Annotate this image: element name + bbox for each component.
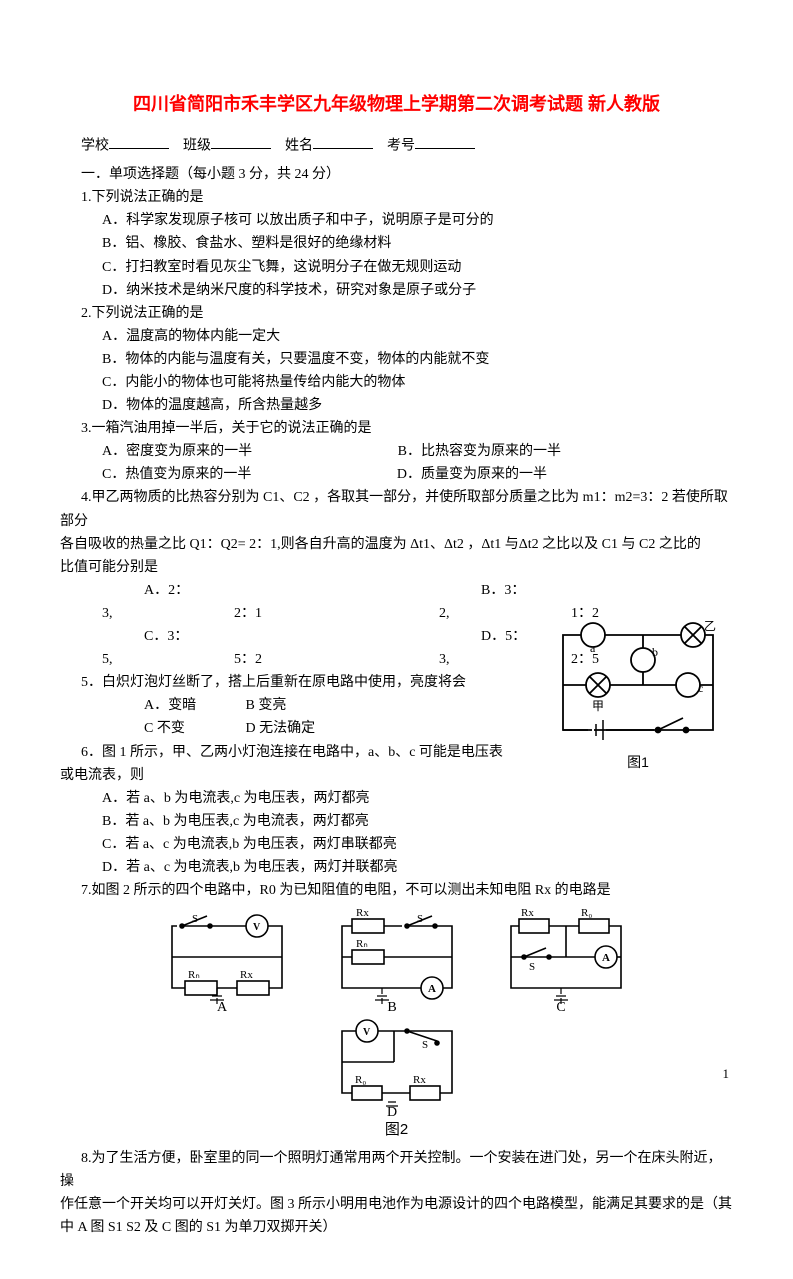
fig2d-s-label: S [422, 1039, 428, 1051]
fig2c-rx-label: Rx [521, 908, 534, 919]
q8-line2: 作任意一个开关均可以开灯关灯。图 3 所示小明用电池作为电源设计的四个电路模型，… [60, 1193, 733, 1216]
q6-stem-line1: 6．图 1 所示，甲、乙两小灯泡连接在电路中，a、b、c 可能是电压表 [60, 741, 533, 764]
figure-2-panel-c: Rx R₀ S A C [491, 908, 641, 1013]
fig2a-s-label: S [192, 913, 198, 925]
q4-opt-a: A．2：3, [102, 579, 192, 625]
fig1-b-label: b [652, 645, 658, 659]
fig2a-letter: A [217, 1000, 228, 1013]
class-label: 班级 [183, 138, 211, 153]
q8-line1: 8.为了生活方便，卧室里的同一个照明灯通常用两个开关控制。一个安装在进门处，另一… [60, 1147, 733, 1193]
q3-opt-c: C．热值变为原来的一半 [102, 467, 251, 482]
fig2c-letter: C [556, 1000, 565, 1013]
q2-opt-b: B．物体的内能与温度有关，只要温度不变，物体的内能就不变 [60, 348, 733, 371]
q1-stem: 1.下列说法正确的是 [60, 186, 733, 209]
q4-row1: A．2：3,2：1 B．3：2,1：2 [60, 579, 733, 625]
fig2a-rn-label: Rₙ [188, 969, 200, 981]
q1-opt-b: B．铝、橡胶、食盐水、塑料是很好的绝缘材料 [60, 232, 733, 255]
q6-opt-b: B．若 a、b 为电压表,c 为电流表，两灯都亮 [60, 810, 533, 833]
page-number: 1 [723, 1066, 730, 1082]
fig2b-rx-label: Rx [356, 908, 369, 919]
q7-stem: 7.如图 2 所示的四个电路中，R0 为已知阻值的电阻，不可以测出未知电阻 Rx… [60, 879, 733, 902]
figure-1-svg: a b c 甲 乙 [548, 620, 728, 745]
fig2b-a-label: A [428, 983, 436, 995]
q3-row1: A．密度变为原来的一半 B．比热容变为原来的一半 [60, 440, 733, 463]
name-label: 姓名 [285, 138, 313, 153]
fig1-yi-label: 乙 [704, 620, 716, 633]
q4-stem-line2: 各自吸收的热量之比 Q1：Q2= 2：1,则各自升高的温度为 Δt1、Δt2 ，… [60, 533, 733, 556]
q5-opt-c: C 不变 [102, 717, 242, 740]
q4-opt-c: C．3：5, [102, 625, 192, 671]
q3-opt-d: D．质量变为原来的一半 [355, 463, 547, 486]
fig2d-rx-label: Rx [413, 1074, 426, 1086]
q6-opt-d: D．若 a、c 为电流表,b 为电压表，两灯并联都亮 [60, 856, 533, 879]
q5-opt-a: A．变暗 [102, 694, 242, 717]
q2-stem: 2.下列说法正确的是 [60, 302, 733, 325]
q8-line3: 中 A 图 S1 S2 及 C 图的 S1 为单刀双掷开关） [60, 1216, 733, 1239]
fig2d-r0-label: R₀ [355, 1074, 366, 1086]
q4-opt-c2: 5：2 [192, 648, 272, 671]
q1-opt-c: C．打扫教室时看见灰尘飞舞，这说明分子在做无规则运动 [60, 256, 733, 279]
q1-opt-d: D．纳米技术是纳米尺度的科学技术，研究对象是原子或分子 [60, 279, 733, 302]
fig2b-rn-label: Rₙ [356, 938, 368, 950]
class-blank[interactable] [211, 134, 271, 149]
figure-1-caption: 图1 [548, 752, 728, 772]
fig1-a-label: a [590, 641, 596, 655]
q6-opt-a: A．若 a、b 为电流表,c 为电压表，两灯都亮 [60, 787, 533, 810]
fig2c-r0-label: R₀ [581, 908, 592, 919]
q5-opt-d: D 无法确定 [246, 721, 316, 736]
q2-opt-c: C．内能小的物体也可能将热量传给内能大的物体 [60, 371, 733, 394]
fig2c-a-label: A [602, 952, 610, 964]
q4-stem-line1: 4.甲乙两物质的比热容分别为 C1、C2 ，各取其一部分，并使所取部分质量之比为… [60, 486, 733, 532]
q2-opt-d: D．物体的温度越高，所含热量越多 [60, 394, 733, 417]
figure-2-panel-b: Rx S Rₙ A B [322, 908, 472, 1013]
figure-2-panel-a: S V Rₙ Rx A [152, 908, 302, 1013]
school-blank[interactable] [109, 134, 169, 149]
q3-row2: C．热值变为原来的一半 D．质量变为原来的一半 [60, 463, 733, 486]
q6-opt-c: C．若 a、c 为电流表,b 为电压表，两灯串联都亮 [60, 833, 533, 856]
q4-stem-line3: 比值可能分别是 [60, 556, 733, 579]
q4-opt-a2: 2：1 [192, 602, 272, 625]
fig2b-letter: B [387, 1000, 396, 1013]
examno-label: 考号 [387, 138, 415, 153]
q6-stem-line2: 或电流表，则 [60, 764, 533, 787]
fig1-jia-label: 甲 [592, 699, 604, 713]
fig2c-s-label: S [529, 961, 535, 973]
figure-2: S V Rₙ Rx A [60, 908, 733, 1118]
fig2a-rx-label: Rx [240, 969, 253, 981]
figure-2-panel-d: V S R₀ Rx D [322, 1013, 472, 1118]
fig2d-letter: D [386, 1105, 396, 1118]
fig2d-v-label: V [363, 1027, 371, 1038]
q3-stem: 3.一箱汽油用掉一半后，关于它的说法正确的是 [60, 417, 733, 440]
examno-blank[interactable] [415, 134, 475, 149]
exam-title: 四川省简阳市禾丰学区九年级物理上学期第二次调考试题 新人教版 [60, 90, 733, 120]
figure-1: a b c 甲 乙 图1 [548, 620, 728, 772]
fig2b-s-label: S [417, 913, 423, 925]
student-info-line: 学校 班级 姓名 考号 [60, 134, 733, 157]
q3-opt-a: A．密度变为原来的一半 [102, 444, 252, 459]
q4-opt-b: B．3：2, [439, 579, 529, 625]
school-label: 学校 [81, 138, 109, 153]
fig2a-v-label: V [253, 922, 261, 933]
q5-opt-b: B 变亮 [246, 698, 287, 713]
q3-opt-b: B．比热容变为原来的一半 [356, 440, 561, 463]
section-1-heading: 一．单项选择题（每小题 3 分，共 24 分） [60, 163, 733, 186]
q4-opt-d: D．5：3, [439, 625, 529, 671]
q1-opt-a: A．科学家发现原子核可 以放出质子和中子，说明原子是可分的 [60, 209, 733, 232]
name-blank[interactable] [313, 134, 373, 149]
q2-opt-a: A．温度高的物体内能一定大 [60, 325, 733, 348]
fig1-c-label: c [698, 681, 703, 695]
